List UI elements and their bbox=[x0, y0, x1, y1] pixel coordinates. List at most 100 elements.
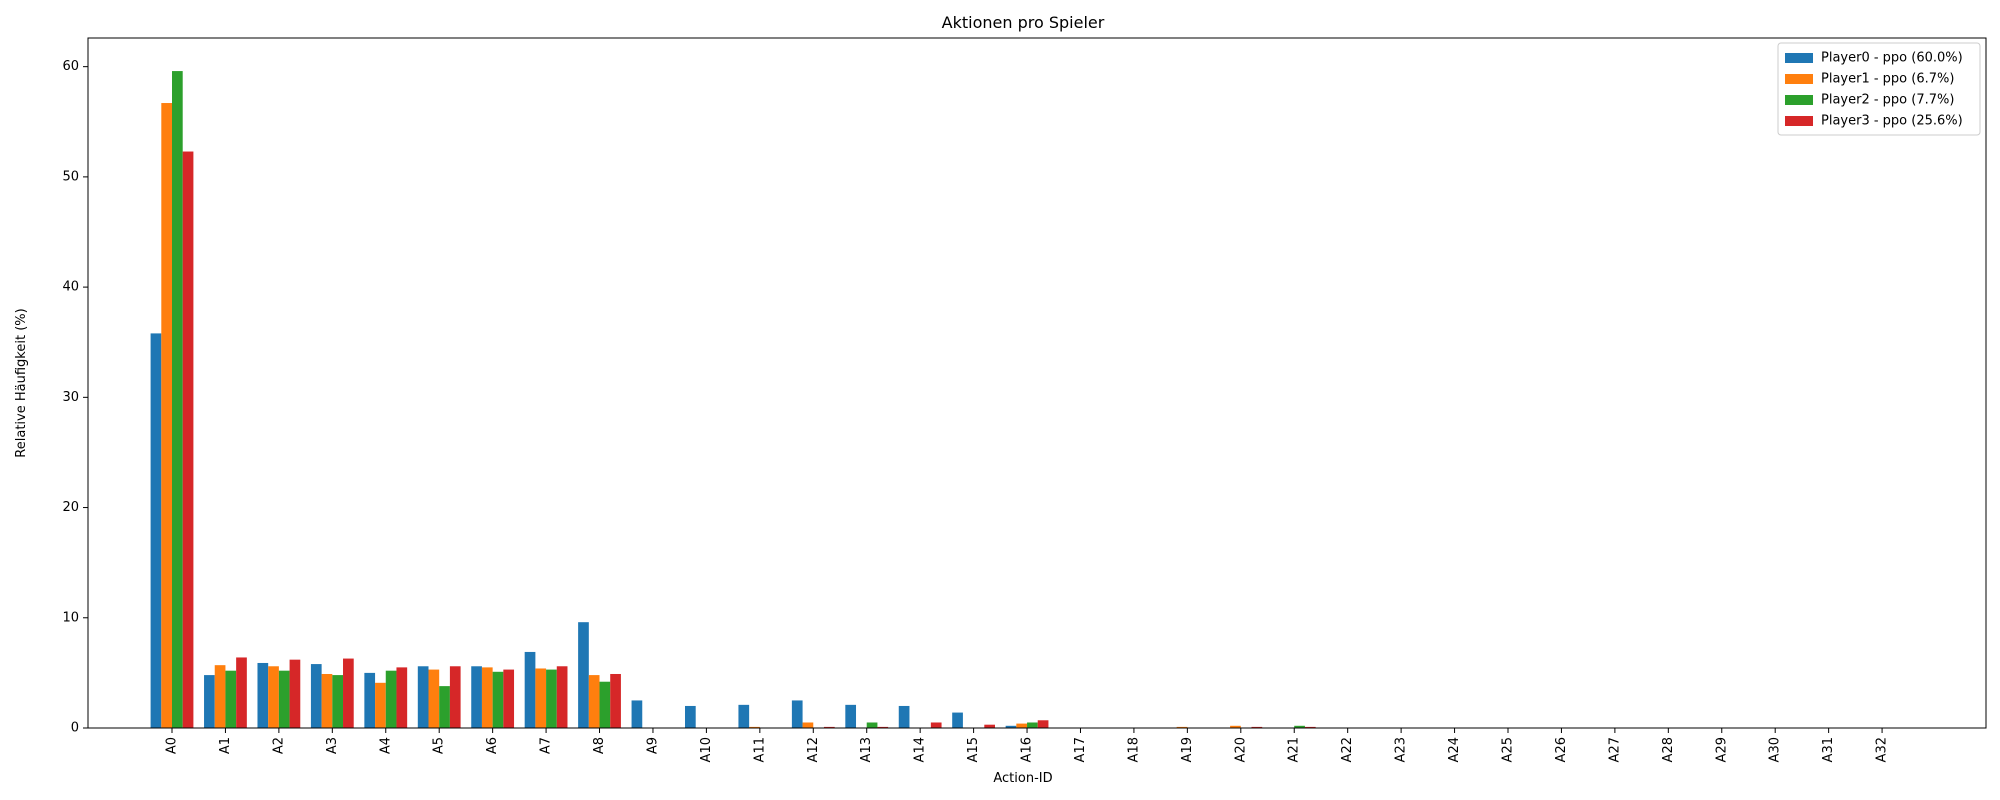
bar-s0-a1 bbox=[204, 675, 215, 728]
legend: Player0 - ppo (60.0%) Player1 - ppo (6.7%… bbox=[1777, 42, 1981, 136]
x-tick-label: A20 bbox=[1233, 737, 1248, 762]
axes-frame bbox=[87, 37, 1987, 729]
bar-s1-a0 bbox=[161, 103, 172, 728]
bar-s1-a3 bbox=[321, 673, 333, 728]
bar-s0-a13 bbox=[845, 704, 857, 728]
y-tick-label: 20 bbox=[62, 500, 79, 515]
bar-s1-a8 bbox=[588, 675, 600, 728]
bar-s0-a7 bbox=[524, 651, 536, 728]
x-tick-label: A19 bbox=[1180, 737, 1195, 762]
bar-s2-a21 bbox=[1294, 725, 1305, 728]
legend-label: Player3 - ppo (25.6%) bbox=[1821, 114, 1963, 129]
bar-s1-a6 bbox=[481, 667, 493, 728]
x-tick-label: A11 bbox=[752, 737, 767, 762]
x-tick-label: A8 bbox=[592, 737, 607, 754]
bar-s3-a13 bbox=[877, 726, 889, 728]
bar-s2-a0 bbox=[172, 71, 183, 728]
bar-s2-a6 bbox=[492, 671, 504, 728]
bar-s1-a16 bbox=[1016, 723, 1028, 728]
x-tick-label: A14 bbox=[913, 737, 928, 762]
y-axis: 0 10 20 30 40 50 60 bbox=[62, 59, 88, 736]
legend-swatch bbox=[1785, 74, 1813, 84]
bar-s2-a5 bbox=[439, 686, 450, 728]
x-tick-label: A30 bbox=[1768, 737, 1783, 762]
bar-s3-a16 bbox=[1037, 720, 1049, 728]
y-tick-label: 60 bbox=[62, 59, 79, 74]
bar-s3-a0 bbox=[182, 151, 194, 728]
bar-s3-a8 bbox=[610, 673, 621, 728]
bar-s1-a4 bbox=[375, 682, 386, 728]
bar-s2-a16 bbox=[1027, 722, 1038, 728]
legend-swatch bbox=[1785, 116, 1813, 126]
bar-s2-a7 bbox=[546, 669, 557, 728]
x-tick-label: A28 bbox=[1661, 737, 1676, 762]
bar-s3-a2 bbox=[289, 659, 301, 728]
bar-s3-a5 bbox=[449, 666, 461, 728]
x-axis-label: Action-ID bbox=[993, 771, 1052, 786]
bar-s3-a15 bbox=[984, 724, 995, 728]
x-tick-label: A17 bbox=[1073, 737, 1088, 762]
bar-s0-a6 bbox=[471, 666, 482, 728]
x-tick-label: A21 bbox=[1287, 737, 1302, 762]
bar-s3-a12 bbox=[823, 726, 835, 728]
bar-s0-a3 bbox=[310, 664, 322, 728]
x-tick-label: A7 bbox=[539, 737, 554, 754]
y-axis-label: Relative Häufigkeit (%) bbox=[14, 308, 29, 457]
y-tick-label: 40 bbox=[62, 280, 79, 295]
y-tick-label: 50 bbox=[62, 169, 79, 184]
chart-title: Aktionen pro Spieler bbox=[942, 13, 1105, 32]
x-tick-label: A31 bbox=[1821, 737, 1836, 762]
bar-s3-a6 bbox=[503, 669, 515, 728]
x-tick-label: A32 bbox=[1875, 737, 1890, 762]
x-tick-label: A13 bbox=[859, 737, 874, 762]
y-tick-label: 10 bbox=[62, 610, 79, 625]
bar-s1-a7 bbox=[535, 668, 547, 728]
x-tick-label: A0 bbox=[165, 737, 180, 754]
bar-s0-a2 bbox=[257, 662, 269, 728]
bar-s0-a8 bbox=[578, 622, 589, 728]
x-tick-label: A12 bbox=[806, 737, 821, 762]
bars-layer bbox=[150, 71, 1316, 728]
bar-s2-a2 bbox=[278, 670, 290, 728]
bar-s2-a3 bbox=[332, 675, 344, 728]
x-tick-label: A24 bbox=[1447, 737, 1462, 762]
x-tick-label: A10 bbox=[699, 737, 714, 762]
x-tick-label: A23 bbox=[1394, 737, 1409, 762]
legend-frame bbox=[1777, 42, 1981, 136]
bar-s0-a5 bbox=[417, 666, 429, 728]
bar-s0-a4 bbox=[364, 672, 376, 728]
legend-label: Player1 - ppo (6.7%) bbox=[1821, 72, 1954, 87]
legend-swatch bbox=[1785, 53, 1813, 63]
bar-s1-a19 bbox=[1176, 726, 1188, 728]
bar-s3-a21 bbox=[1304, 726, 1316, 728]
bar-s2-a8 bbox=[599, 681, 611, 728]
bar-s2-a1 bbox=[225, 670, 237, 728]
bar-s0-a0 bbox=[150, 333, 162, 728]
x-tick-label: A16 bbox=[1020, 737, 1035, 762]
bar-s1-a11 bbox=[749, 726, 760, 728]
x-axis: A0 A1 A2 A3 A4 A5 A6 A7 A8 A9 A10 A11 A12 A13 A14 A15 A1… bbox=[165, 728, 1890, 762]
bar-s3-a14 bbox=[930, 722, 942, 728]
x-tick-label: A29 bbox=[1714, 737, 1729, 762]
y-tick-label: 0 bbox=[71, 721, 79, 736]
bar-s1-a5 bbox=[428, 669, 440, 728]
x-tick-label: A26 bbox=[1554, 737, 1569, 762]
bar-s0-a9 bbox=[631, 700, 643, 728]
bar-s3-a20 bbox=[1251, 726, 1263, 728]
bar-s1-a20 bbox=[1230, 725, 1241, 728]
bar-s1-a1 bbox=[214, 665, 226, 728]
legend-label: Player0 - ppo (60.0%) bbox=[1821, 51, 1963, 66]
legend-swatch bbox=[1785, 95, 1813, 105]
bar-s3-a4 bbox=[396, 667, 408, 728]
x-tick-label: A9 bbox=[645, 737, 660, 754]
x-tick-label: A3 bbox=[325, 737, 340, 754]
bar-s1-a2 bbox=[268, 666, 279, 728]
bar-s2-a4 bbox=[385, 670, 397, 728]
bar-s0-a15 bbox=[952, 712, 963, 728]
bar-s0-a14 bbox=[898, 705, 910, 728]
x-tick-label: A2 bbox=[271, 737, 286, 754]
x-tick-label: A6 bbox=[485, 737, 500, 754]
bar-s0-a16 bbox=[1005, 725, 1017, 728]
